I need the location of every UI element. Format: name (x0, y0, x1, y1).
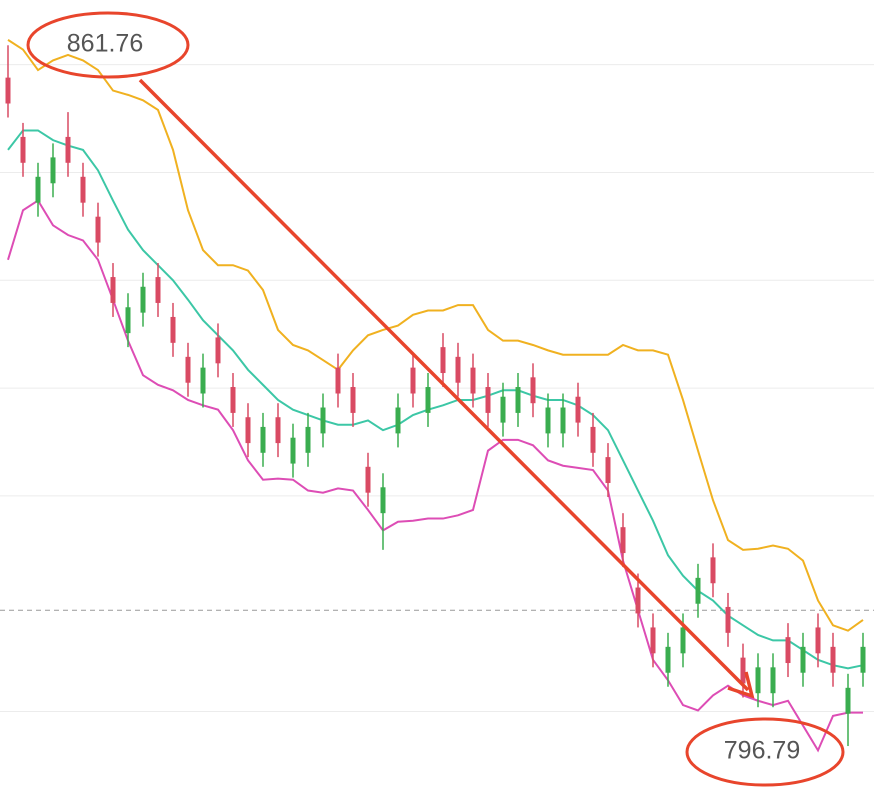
candle-body (515, 387, 521, 413)
candle-body (5, 77, 11, 104)
candle-body (275, 417, 281, 444)
candle-body (395, 407, 401, 434)
candle-body (35, 176, 41, 203)
candle-body (635, 587, 641, 614)
candle-body (785, 637, 791, 664)
candle-body (545, 407, 551, 434)
candle-body (155, 277, 161, 303)
bands (7, 39, 864, 753)
candle-body (575, 396, 581, 423)
candle-body (440, 347, 446, 374)
candle-body (245, 417, 251, 444)
candle-body (695, 577, 701, 604)
candle-body (755, 667, 761, 694)
candle-body (185, 356, 191, 383)
candles (5, 45, 866, 747)
candle-body (125, 307, 131, 334)
candle-body (365, 466, 371, 493)
candle-body (815, 627, 821, 654)
candle-body (50, 157, 56, 184)
candle-body (665, 646, 671, 673)
annotations: 861.76 796.79 (26, 11, 845, 787)
candle-body (800, 646, 806, 673)
candle-body (560, 407, 566, 434)
candle-body (260, 426, 266, 453)
candle-body (605, 457, 611, 483)
candle-body (80, 176, 86, 203)
candle-body (20, 136, 26, 163)
candle-body (425, 387, 431, 413)
candle-body (200, 367, 206, 394)
annotation-label: 796.79 (724, 737, 800, 765)
grid (0, 64, 874, 713)
candle-body (830, 646, 836, 673)
candle-body (530, 377, 536, 404)
band-line (7, 199, 863, 753)
annotation-circle (26, 11, 190, 79)
candle-body (680, 627, 686, 654)
candle-body (65, 136, 71, 163)
candle-body (455, 356, 461, 383)
candle-body (380, 487, 386, 514)
candle-body (845, 687, 851, 714)
candle-body (770, 667, 776, 694)
candle-body (350, 387, 356, 413)
annotation-label: 861.76 (67, 30, 143, 58)
candle-body (410, 367, 416, 394)
candle-body (470, 367, 476, 394)
candle-body (170, 316, 176, 343)
candle-body (860, 646, 866, 673)
candle-body (290, 437, 296, 464)
band-line (7, 39, 864, 632)
annotation-circle (685, 717, 845, 787)
candle-body (95, 216, 101, 243)
trend-arrow (138, 78, 750, 692)
candle-body (320, 407, 326, 434)
candle-body (485, 387, 491, 413)
candle-body (215, 337, 221, 364)
candle-body (335, 367, 341, 394)
candle-body (305, 426, 311, 453)
arrow-head (727, 671, 755, 699)
band-line (7, 129, 864, 670)
candle-body (500, 396, 506, 423)
candle-body (620, 527, 626, 554)
candle-body (725, 606, 731, 633)
candle-body (590, 426, 596, 453)
candle-body (140, 286, 146, 313)
candle-body (110, 277, 116, 303)
candle-body (650, 627, 656, 654)
candle-body (230, 387, 236, 413)
candle-body (710, 557, 716, 584)
candle-body (740, 657, 746, 684)
